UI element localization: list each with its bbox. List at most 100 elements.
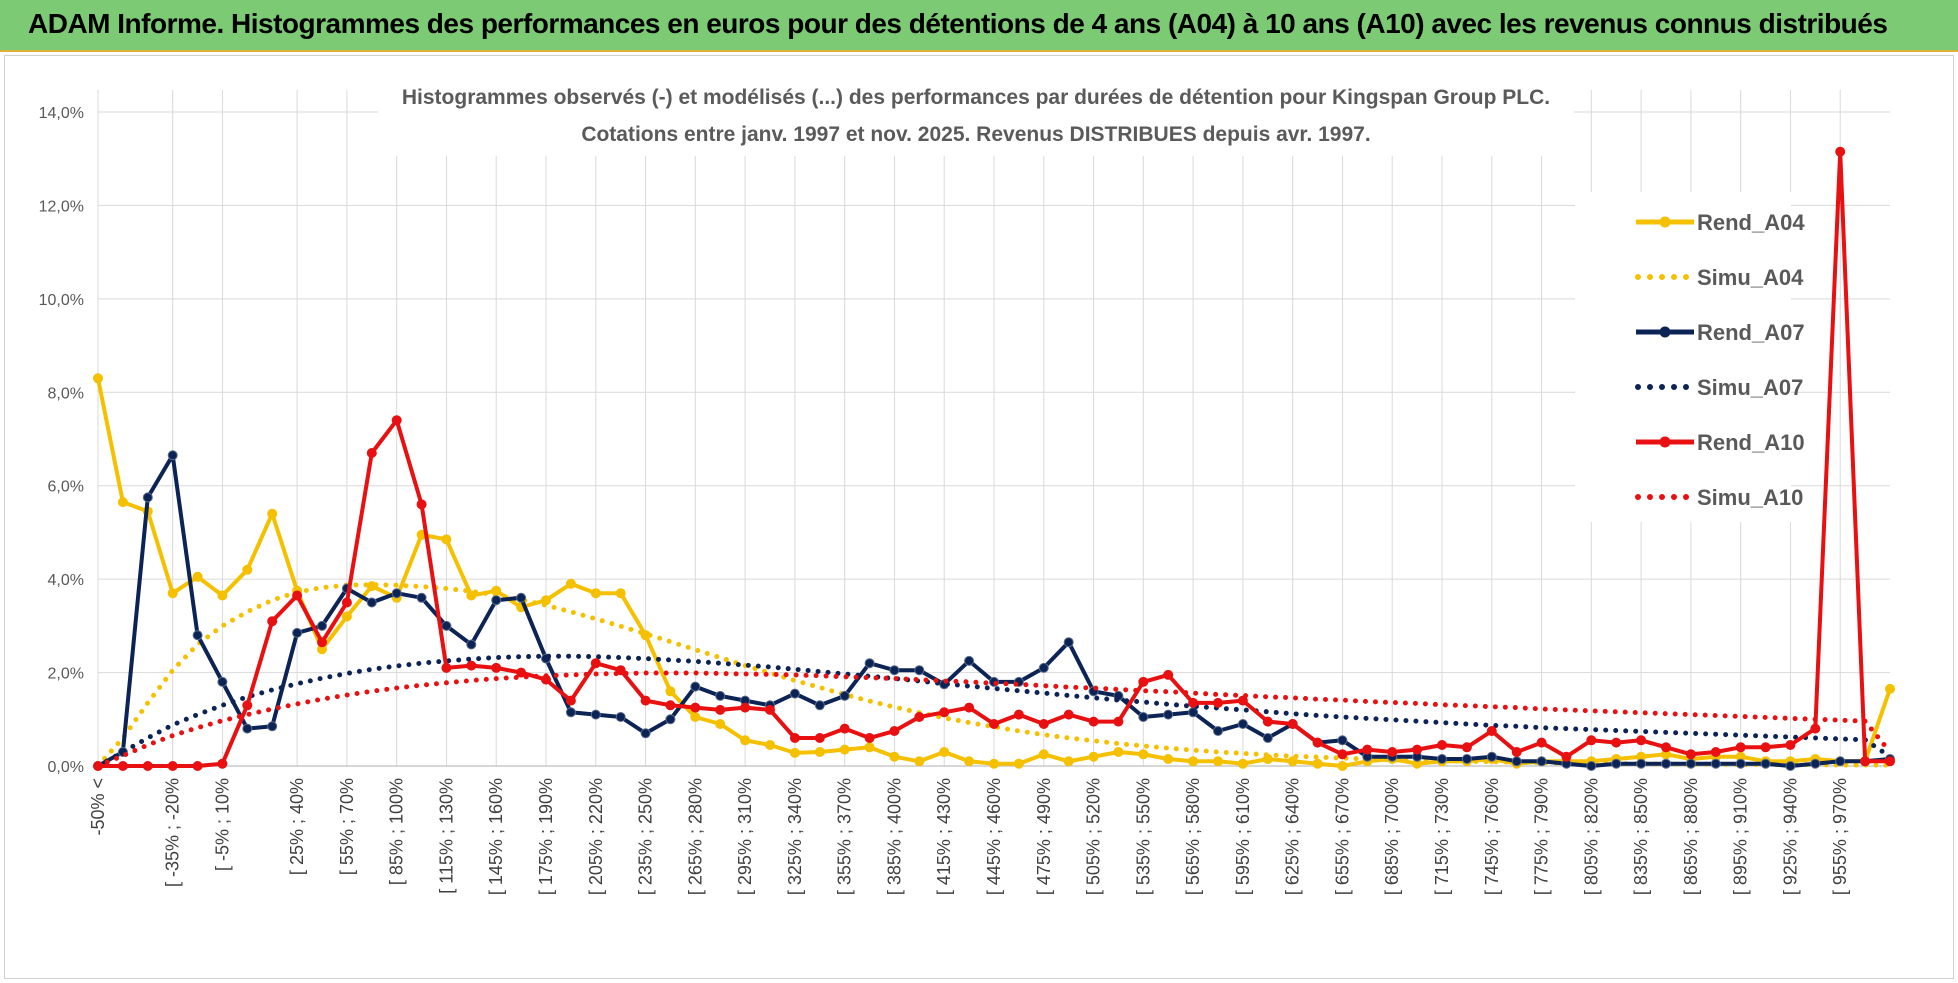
x-tick-label: [ 205% ; 220% bbox=[586, 778, 606, 895]
y-tick-label: 0,0% bbox=[48, 759, 84, 776]
data-point bbox=[1088, 751, 1099, 762]
data-point bbox=[1636, 758, 1647, 769]
data-point bbox=[1287, 719, 1298, 729]
data-point bbox=[939, 707, 950, 718]
data-point bbox=[839, 723, 850, 734]
data-point bbox=[1710, 758, 1721, 769]
legend-label: Rend_A07 bbox=[1697, 320, 1805, 345]
series-line-simu-a07 bbox=[95, 653, 1893, 769]
data-point bbox=[217, 590, 228, 601]
data-point bbox=[1885, 756, 1895, 767]
data-point bbox=[839, 690, 850, 701]
data-point bbox=[964, 702, 975, 713]
data-point bbox=[939, 747, 950, 757]
data-point bbox=[1835, 146, 1846, 157]
data-point bbox=[217, 676, 228, 687]
data-point bbox=[1810, 723, 1821, 734]
data-point bbox=[1362, 744, 1373, 755]
series-line-simu-a04 bbox=[95, 582, 1893, 769]
data-point bbox=[391, 588, 402, 599]
data-point bbox=[1188, 756, 1199, 767]
data-point bbox=[964, 756, 975, 767]
legend-marker bbox=[1659, 436, 1671, 448]
data-point bbox=[665, 686, 676, 697]
x-tick-label: [ 625% ; 640% bbox=[1283, 778, 1303, 895]
data-point bbox=[914, 665, 925, 676]
data-point bbox=[740, 702, 751, 713]
data-point bbox=[1138, 676, 1149, 687]
data-point bbox=[416, 499, 427, 510]
data-point bbox=[1885, 683, 1895, 694]
data-point bbox=[1063, 637, 1074, 648]
legend-marker bbox=[1659, 216, 1671, 228]
data-point bbox=[1760, 758, 1771, 769]
data-point bbox=[1511, 747, 1522, 757]
data-point bbox=[1038, 719, 1049, 729]
data-point bbox=[1063, 709, 1074, 720]
x-tick-label: [ 115% ; 130% bbox=[436, 778, 456, 894]
data-point bbox=[1188, 707, 1199, 718]
data-point bbox=[1237, 695, 1248, 706]
data-point bbox=[441, 534, 452, 545]
data-point bbox=[1486, 726, 1497, 736]
data-point bbox=[1412, 744, 1423, 755]
x-tick-label: [ 925% ; 940% bbox=[1780, 778, 1800, 895]
x-tick-label: [ 865% ; 880% bbox=[1681, 778, 1701, 895]
x-tick-label: [ 85% ; 100% bbox=[387, 778, 407, 885]
data-point bbox=[1013, 758, 1024, 769]
data-point bbox=[1287, 756, 1298, 767]
data-point bbox=[565, 695, 576, 706]
data-point bbox=[615, 588, 626, 599]
y-tick-label: 4,0% bbox=[48, 572, 84, 589]
legend-item-simu-a04: Simu_A04 bbox=[1635, 265, 1804, 290]
data-point bbox=[864, 742, 875, 753]
y-tick-label: 14,0% bbox=[39, 105, 84, 122]
data-point bbox=[814, 700, 825, 711]
x-tick-label: [ 745% ; 760% bbox=[1482, 778, 1502, 895]
data-point bbox=[1536, 756, 1547, 767]
data-point bbox=[167, 761, 178, 771]
title-background bbox=[378, 76, 1574, 156]
data-point bbox=[715, 704, 726, 715]
data-point bbox=[466, 660, 477, 671]
data-point bbox=[1661, 758, 1671, 769]
x-tick-label: [ 325% ; 340% bbox=[785, 778, 805, 895]
data-point bbox=[1636, 735, 1647, 746]
legend: Rend_A04 Simu_A04 Rend_A07 Simu_A07 Rend_A10… bbox=[1575, 192, 1805, 522]
data-point bbox=[615, 665, 626, 676]
data-point bbox=[242, 700, 253, 711]
data-point bbox=[1611, 758, 1622, 769]
data-point bbox=[1113, 716, 1124, 727]
data-point bbox=[1188, 697, 1199, 708]
data-point bbox=[690, 712, 701, 722]
data-point bbox=[1138, 749, 1149, 760]
data-point bbox=[516, 667, 527, 678]
x-tick-label: [ 55% ; 70% bbox=[337, 778, 357, 875]
data-point bbox=[1237, 758, 1248, 769]
x-tick-label: [ -35% ; -20% bbox=[163, 778, 183, 887]
data-point bbox=[864, 733, 875, 743]
data-point bbox=[1437, 754, 1447, 764]
data-point bbox=[441, 662, 452, 673]
legend-label: Rend_A04 bbox=[1697, 210, 1805, 235]
data-point bbox=[989, 719, 999, 729]
series-simu-a07 bbox=[95, 653, 1893, 769]
series-rend-a10 bbox=[93, 146, 1895, 771]
series-line-simu-a10 bbox=[95, 670, 1893, 769]
data-point bbox=[1088, 716, 1099, 727]
data-point bbox=[1213, 697, 1223, 708]
x-tick-label: [ 835% ; 850% bbox=[1631, 778, 1651, 895]
data-point bbox=[590, 588, 601, 599]
data-point bbox=[1685, 749, 1696, 760]
data-point bbox=[914, 756, 925, 767]
data-point bbox=[341, 611, 352, 622]
legend-label: Simu_A10 bbox=[1697, 485, 1803, 510]
legend-marker bbox=[1659, 326, 1671, 338]
data-point bbox=[167, 588, 178, 599]
data-point bbox=[665, 700, 676, 711]
data-point bbox=[1262, 716, 1273, 727]
data-point bbox=[167, 450, 178, 461]
series-simu-a10 bbox=[95, 670, 1893, 769]
data-point bbox=[142, 761, 153, 771]
